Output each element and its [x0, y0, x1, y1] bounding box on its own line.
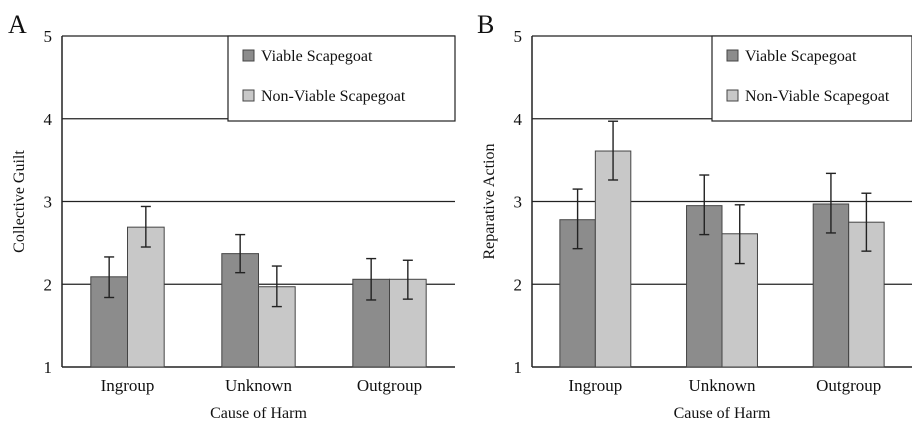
y-tick-label-1-4: 5: [514, 27, 523, 46]
bar-1-0-1: [595, 151, 630, 367]
y-tick-label-1-1: 2: [514, 275, 523, 294]
y-tick-label-0-4: 5: [44, 27, 53, 46]
y-tick-label-1-0: 1: [514, 358, 523, 377]
legend-label-1-1: Non-Viable Scapegoat: [745, 88, 890, 105]
y-tick-label-0-1: 2: [44, 275, 53, 294]
legend-swatch-1-1: [727, 90, 738, 101]
y-tick-label-0-2: 3: [44, 193, 53, 212]
y-tick-label-0-3: 4: [44, 110, 53, 129]
y-tick-label-1-2: 3: [514, 193, 523, 212]
legend-swatch-0-1: [243, 90, 254, 101]
x-axis-title-1: Cause of Harm: [674, 405, 771, 422]
legend-swatch-0-0: [243, 50, 254, 61]
panel-label-1: B: [477, 10, 494, 39]
legend-label-0-0: Viable Scapegoat: [261, 48, 373, 65]
x-tick-label-1-0: Ingroup: [568, 376, 622, 395]
legend-label-0-1: Non-Viable Scapegoat: [261, 88, 406, 105]
panel-label-0: A: [8, 10, 27, 39]
y-tick-label-1-3: 4: [514, 110, 523, 129]
x-tick-label-1-2: Outgroup: [816, 376, 881, 395]
x-tick-label-0-1: Unknown: [225, 376, 293, 395]
x-tick-label-0-0: Ingroup: [101, 376, 155, 395]
x-tick-label-1-1: Unknown: [688, 376, 756, 395]
y-axis-title-1: Reparative Action: [481, 144, 498, 260]
bar-0-0-1: [128, 227, 165, 367]
x-axis-title-0: Cause of Harm: [210, 405, 307, 422]
legend-label-1-0: Viable Scapegoat: [745, 48, 857, 65]
y-axis-title-0: Collective Guilt: [11, 150, 28, 253]
legend-swatch-1-0: [727, 50, 738, 61]
y-tick-label-0-0: 1: [44, 358, 53, 377]
x-tick-label-0-2: Outgroup: [357, 376, 422, 395]
